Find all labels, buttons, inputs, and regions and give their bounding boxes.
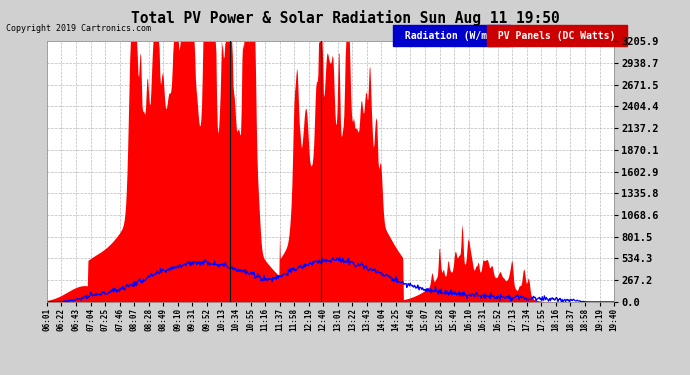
Text: Copyright 2019 Cartronics.com: Copyright 2019 Cartronics.com: [6, 24, 150, 33]
Text: Radiation (W/m2): Radiation (W/m2): [399, 31, 504, 41]
Text: PV Panels (DC Watts): PV Panels (DC Watts): [492, 31, 622, 41]
Text: Total PV Power & Solar Radiation Sun Aug 11 19:50: Total PV Power & Solar Radiation Sun Aug…: [130, 10, 560, 27]
